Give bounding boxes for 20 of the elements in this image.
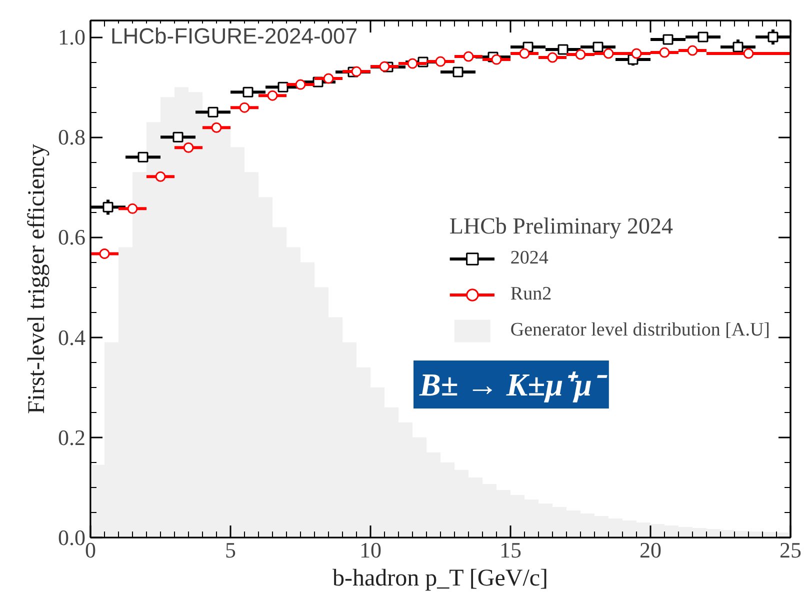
y-tick-label: 0.0 — [58, 525, 86, 550]
x-tick-label: 0 — [85, 538, 96, 562]
annotation: LHCb-FIGURE-2024-007 — [110, 24, 358, 48]
y-tick-label: 0.8 — [58, 124, 86, 150]
legend-label: Generator level distribution [A.U] — [510, 319, 770, 341]
y-tick-label: 0.6 — [58, 224, 86, 250]
y-tick-label: 0.2 — [58, 424, 86, 450]
x-tick-label: 20 — [640, 538, 662, 562]
legend-title: LHCb Preliminary 2024 — [449, 213, 674, 239]
legend-label: Run2 — [510, 283, 552, 305]
annotation: B± → K±μ⁺μ⁻ — [418, 366, 608, 402]
x-tick-label: 15 — [500, 538, 522, 562]
y-tick-label: 0.4 — [58, 324, 86, 350]
x-axis-title: b-hadron p_T [GeV/c] — [332, 566, 548, 592]
legend-label: 2024 — [510, 247, 548, 269]
x-tick-label: 25 — [780, 538, 802, 562]
y-tick-label: 1.0 — [58, 24, 86, 50]
x-tick-label: 5 — [225, 538, 236, 562]
y-axis-title: First-level trigger efficiency — [24, 144, 50, 414]
x-tick-label: 10 — [360, 538, 382, 562]
